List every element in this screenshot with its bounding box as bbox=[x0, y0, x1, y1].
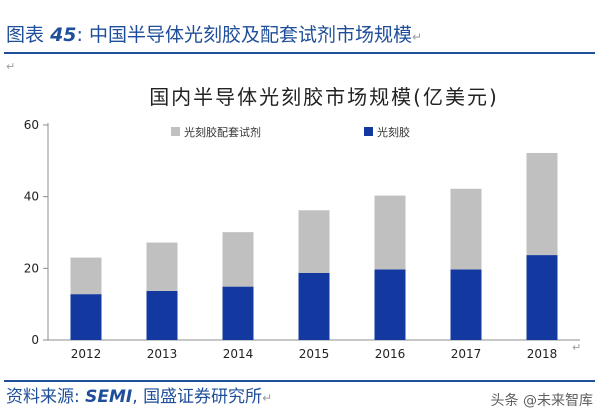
figure-number: 45 bbox=[50, 24, 77, 46]
x-tick-label: 2015 bbox=[299, 347, 330, 361]
bar-reagents bbox=[450, 188, 482, 270]
y-tick-label: 40 bbox=[24, 190, 39, 204]
legend-label-photoresist: 光刻胶 bbox=[377, 125, 410, 139]
bar-photoresist bbox=[298, 272, 330, 340]
chart-title: 国内半导体光刻胶市场规模(亿美元) bbox=[149, 85, 499, 109]
x-tick-label: 2017 bbox=[451, 347, 482, 361]
bar-reagents bbox=[298, 210, 330, 273]
paragraph-mark: ↵ bbox=[262, 391, 273, 405]
y-axis: 0 20 40 60 bbox=[24, 118, 49, 347]
bottom-divider bbox=[4, 380, 595, 382]
source-org: 国盛证券研究所 bbox=[143, 387, 263, 407]
x-tick-label: 2014 bbox=[223, 347, 254, 361]
bar-photoresist bbox=[222, 286, 254, 340]
bars bbox=[70, 152, 558, 340]
chart: 国内半导体光刻胶市场规模(亿美元) 光刻胶 光刻胶配套试剂 0 20 40 60 20… bbox=[24, 85, 580, 361]
figure-colon: : bbox=[76, 24, 83, 46]
paragraph-mark: ↵ bbox=[411, 30, 423, 44]
legend-label-reagents: 光刻胶配套试剂 bbox=[184, 125, 261, 139]
watermark: 头条 @未来智库 bbox=[490, 393, 593, 409]
bar-photoresist bbox=[374, 269, 406, 340]
x-tick-label: 2016 bbox=[375, 347, 406, 361]
y-tick-label: 0 bbox=[31, 333, 39, 347]
legend: 光刻胶 光刻胶配套试剂 bbox=[171, 125, 410, 139]
bar-photoresist bbox=[450, 269, 482, 340]
x-tick-label: 2018 bbox=[527, 347, 558, 361]
paragraph-mark: ↵ bbox=[6, 60, 16, 73]
bar-reagents bbox=[70, 257, 102, 295]
paragraph-mark: ↵ bbox=[572, 341, 582, 354]
bar-reagents bbox=[222, 232, 254, 287]
bar-reagents bbox=[374, 195, 406, 270]
figure-prefix: 图表 bbox=[6, 24, 45, 46]
x-axis: 2012 2013 2014 2015 2016 2017 2018 bbox=[48, 339, 580, 361]
figure-title-text: 中国半导体光刻胶及配套试剂市场规模 bbox=[88, 24, 412, 46]
source-name: SEMI bbox=[85, 387, 133, 407]
source-label: 资料来源: bbox=[6, 387, 80, 407]
source-note: 资料来源: SEMI, 国盛证券研究所↵ bbox=[6, 384, 272, 410]
bar-photoresist bbox=[70, 294, 102, 340]
y-tick-label: 20 bbox=[24, 261, 39, 275]
legend-swatch-photoresist bbox=[364, 127, 373, 136]
y-tick-label: 60 bbox=[24, 118, 39, 132]
figure-title: 图表 45: 中国半导体光刻胶及配套试剂市场规模↵ bbox=[6, 20, 593, 50]
bar-photoresist bbox=[146, 290, 178, 340]
source-separator: , bbox=[132, 387, 138, 407]
bar-photoresist bbox=[526, 255, 558, 340]
bar-reagents bbox=[526, 152, 558, 256]
x-tick-label: 2012 bbox=[71, 347, 102, 361]
legend-swatch-reagents bbox=[171, 127, 180, 136]
top-divider bbox=[4, 52, 595, 54]
bar-reagents bbox=[146, 242, 178, 291]
x-tick-label: 2013 bbox=[147, 347, 178, 361]
